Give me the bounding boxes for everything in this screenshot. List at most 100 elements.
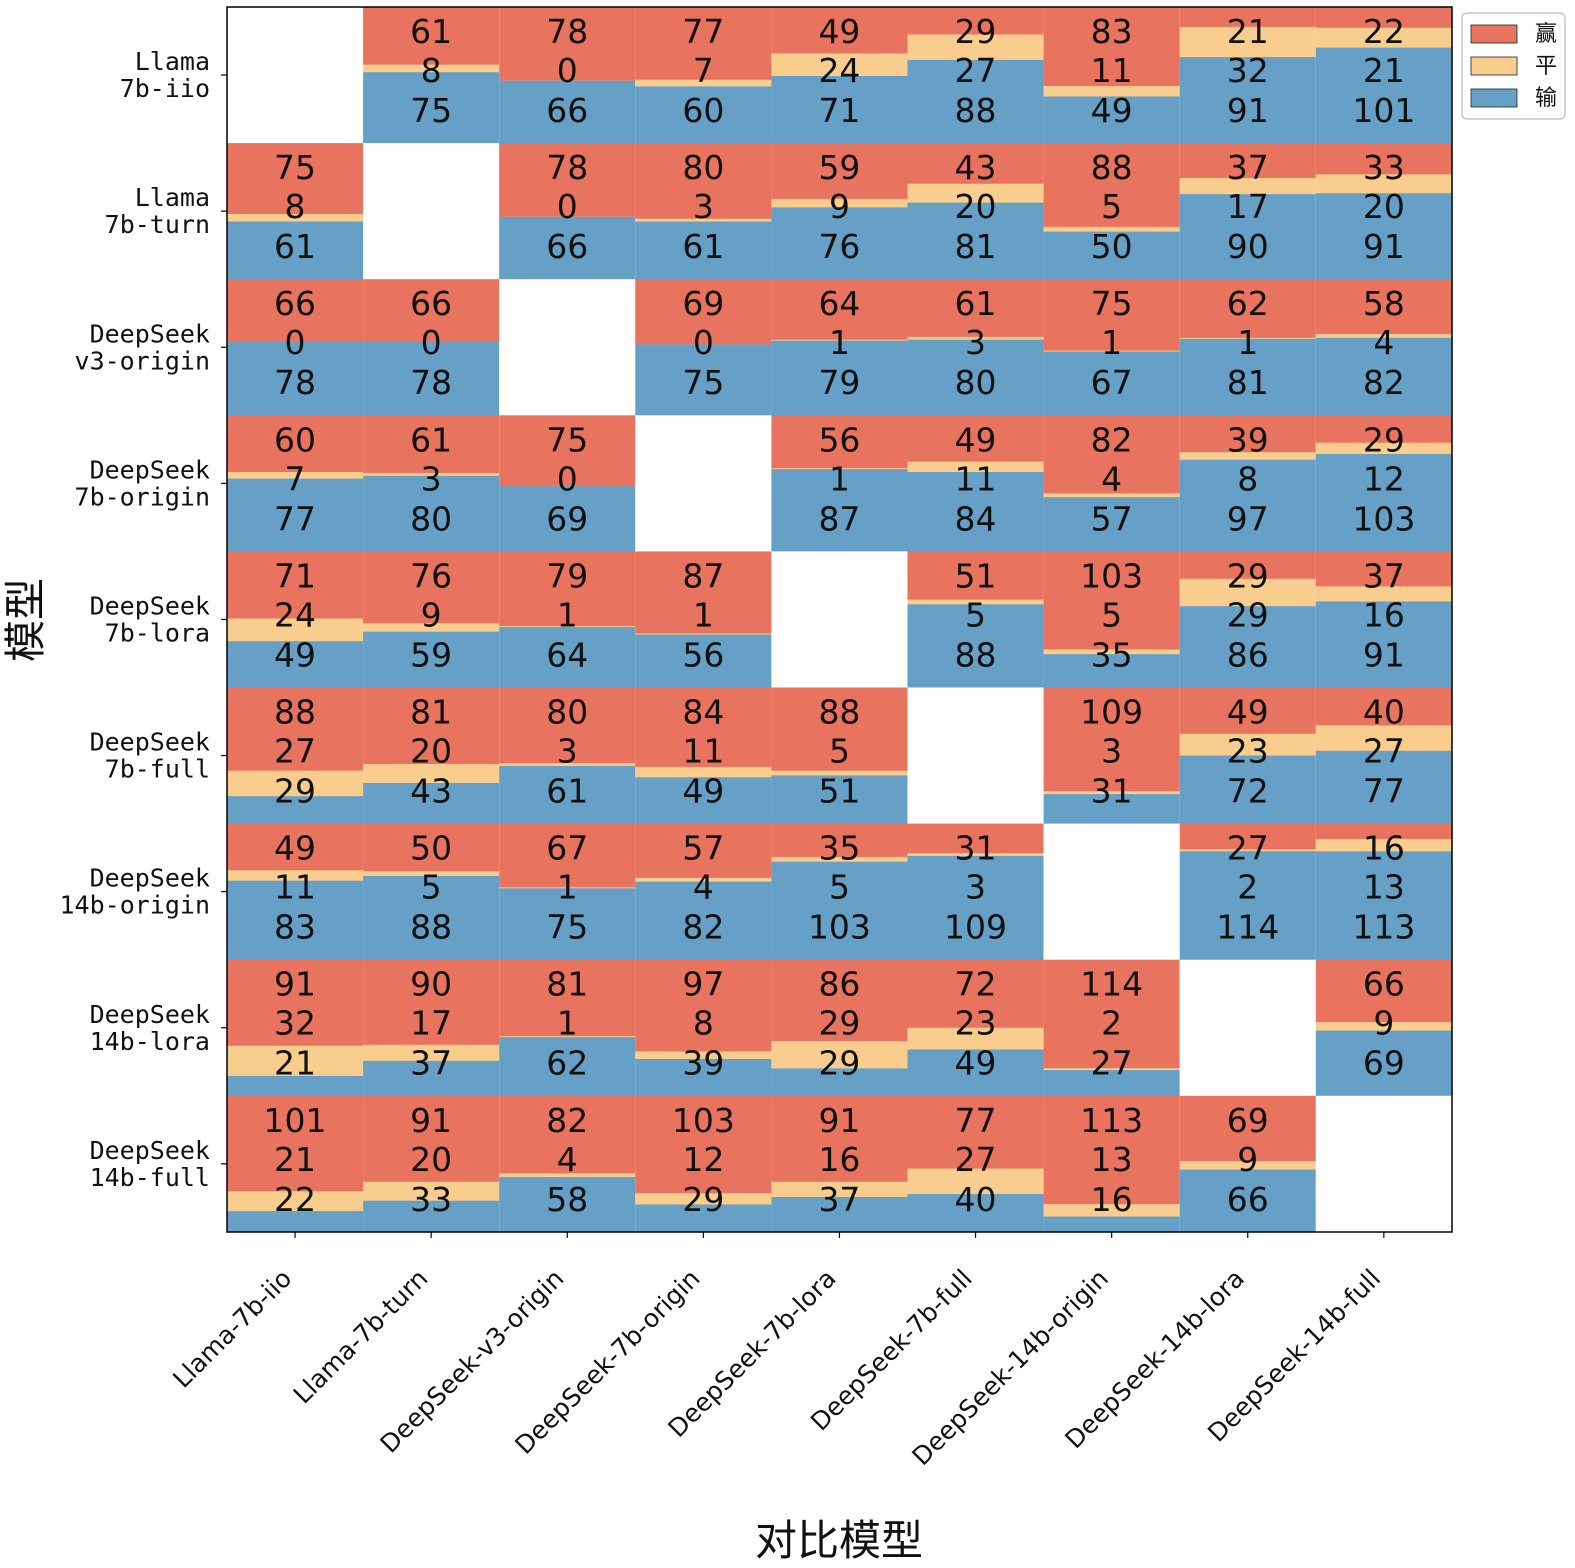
win-segment bbox=[1043, 143, 1180, 228]
tie-count-label: 21 bbox=[1363, 51, 1405, 90]
win-segment bbox=[1315, 415, 1452, 444]
tie-segment bbox=[1043, 1204, 1180, 1217]
tie-segment bbox=[771, 53, 908, 77]
loss-count-label: 75 bbox=[546, 908, 588, 947]
tie-count-label: 0 bbox=[285, 323, 306, 362]
win-count-label: 22 bbox=[1363, 12, 1405, 51]
tie-segment bbox=[363, 64, 500, 73]
tie-count-label: 32 bbox=[274, 1004, 316, 1043]
win-segment bbox=[771, 959, 908, 1042]
loss-segment bbox=[771, 469, 908, 552]
loss-segment bbox=[499, 627, 636, 688]
win-segment bbox=[1315, 823, 1452, 840]
tie-segment bbox=[1179, 578, 1316, 607]
loss-count-label: 103 bbox=[1352, 499, 1415, 538]
loss-count-label: 39 bbox=[682, 1044, 724, 1083]
win-segment bbox=[771, 1095, 908, 1183]
tie-segment bbox=[1043, 85, 1180, 97]
win-count-label: 61 bbox=[955, 284, 997, 323]
tie-count-label: 11 bbox=[955, 459, 997, 498]
win-count-label: 51 bbox=[955, 556, 997, 595]
tie-count-label: 11 bbox=[682, 732, 724, 771]
loss-count-label: 37 bbox=[818, 1180, 860, 1219]
tie-segment bbox=[1315, 1022, 1452, 1031]
win-count-label: 101 bbox=[264, 1101, 327, 1140]
loss-segment bbox=[1179, 851, 1316, 961]
win-segment bbox=[1315, 687, 1452, 726]
tie-count-label: 24 bbox=[274, 595, 316, 634]
loss-count-label: 49 bbox=[682, 772, 724, 811]
loss-segment bbox=[635, 344, 772, 416]
tie-segment bbox=[1043, 493, 1180, 498]
tie-count-label: 3 bbox=[1101, 732, 1122, 771]
win-segment bbox=[1315, 959, 1452, 1023]
loss-segment bbox=[499, 216, 636, 280]
tie-segment bbox=[1043, 226, 1180, 233]
loss-segment bbox=[1179, 194, 1316, 280]
win-count-label: 69 bbox=[1227, 1101, 1269, 1140]
loss-count-label: 88 bbox=[955, 635, 997, 674]
tie-segment bbox=[1179, 178, 1316, 195]
x-tick-label: Llama-7b-iio bbox=[167, 1264, 297, 1394]
loss-segment bbox=[907, 472, 1044, 552]
y-tick-label: 7b-full bbox=[105, 755, 210, 784]
loss-segment bbox=[635, 634, 772, 688]
loss-segment bbox=[907, 1049, 1044, 1097]
y-tick-label: 7b-lora bbox=[105, 618, 210, 647]
tie-segment bbox=[1179, 733, 1316, 756]
tie-count-label: 32 bbox=[1227, 51, 1269, 90]
win-segment bbox=[363, 279, 500, 342]
win-count-label: 76 bbox=[410, 556, 452, 595]
tie-count-label: 13 bbox=[1363, 868, 1405, 907]
loss-segment bbox=[1179, 1169, 1316, 1233]
loss-count-label: 59 bbox=[410, 635, 452, 674]
win-count-label: 29 bbox=[1227, 556, 1269, 595]
empty-diagonal-cell bbox=[635, 415, 772, 552]
tie-segment bbox=[363, 1181, 500, 1202]
win-segment bbox=[907, 415, 1044, 463]
tie-segment bbox=[1315, 838, 1452, 852]
loss-segment bbox=[1315, 193, 1452, 280]
win-count-label: 58 bbox=[1363, 284, 1405, 323]
win-segment bbox=[635, 143, 772, 220]
win-count-label: 86 bbox=[818, 965, 860, 1004]
loss-count-label: 87 bbox=[818, 499, 860, 538]
loss-segment bbox=[227, 478, 364, 552]
loss-count-label: 91 bbox=[1363, 635, 1405, 674]
tie-count-label: 9 bbox=[1237, 1140, 1258, 1179]
loss-segment bbox=[227, 1075, 364, 1097]
tie-segment bbox=[499, 887, 636, 889]
win-segment bbox=[1043, 551, 1180, 650]
win-count-label: 90 bbox=[410, 965, 452, 1004]
tie-count-label: 3 bbox=[965, 868, 986, 907]
loss-count-label: 90 bbox=[1227, 227, 1269, 266]
loss-segment bbox=[363, 475, 500, 552]
tie-segment bbox=[227, 770, 364, 797]
tie-segment bbox=[771, 1040, 908, 1069]
win-segment bbox=[771, 687, 908, 772]
loss-count-label: 113 bbox=[1352, 908, 1415, 947]
win-count-label: 114 bbox=[1080, 965, 1143, 1004]
win-count-label: 103 bbox=[672, 1101, 735, 1140]
loss-segment bbox=[1179, 606, 1316, 688]
win-segment bbox=[1179, 823, 1316, 850]
loss-count-label: 56 bbox=[682, 635, 724, 674]
tie-count-label: 12 bbox=[1363, 459, 1405, 498]
tie-count-label: 11 bbox=[274, 868, 316, 907]
tie-count-label: 7 bbox=[693, 51, 714, 90]
tie-segment bbox=[1315, 334, 1452, 339]
tie-count-label: 29 bbox=[1227, 595, 1269, 634]
win-segment bbox=[635, 551, 772, 635]
tie-count-label: 12 bbox=[682, 1140, 724, 1179]
win-count-label: 49 bbox=[955, 420, 997, 459]
loss-count-label: 58 bbox=[546, 1180, 588, 1219]
loss-segment bbox=[907, 855, 1044, 961]
loss-count-label: 40 bbox=[955, 1180, 997, 1219]
tie-count-label: 1 bbox=[557, 1004, 578, 1043]
tie-count-label: 2 bbox=[1101, 1004, 1122, 1043]
win-segment bbox=[907, 279, 1044, 338]
y-tick-label: v3-origin bbox=[75, 346, 210, 375]
win-count-label: 88 bbox=[1091, 148, 1133, 187]
tie-segment bbox=[771, 339, 908, 342]
win-count-label: 16 bbox=[1363, 829, 1405, 868]
